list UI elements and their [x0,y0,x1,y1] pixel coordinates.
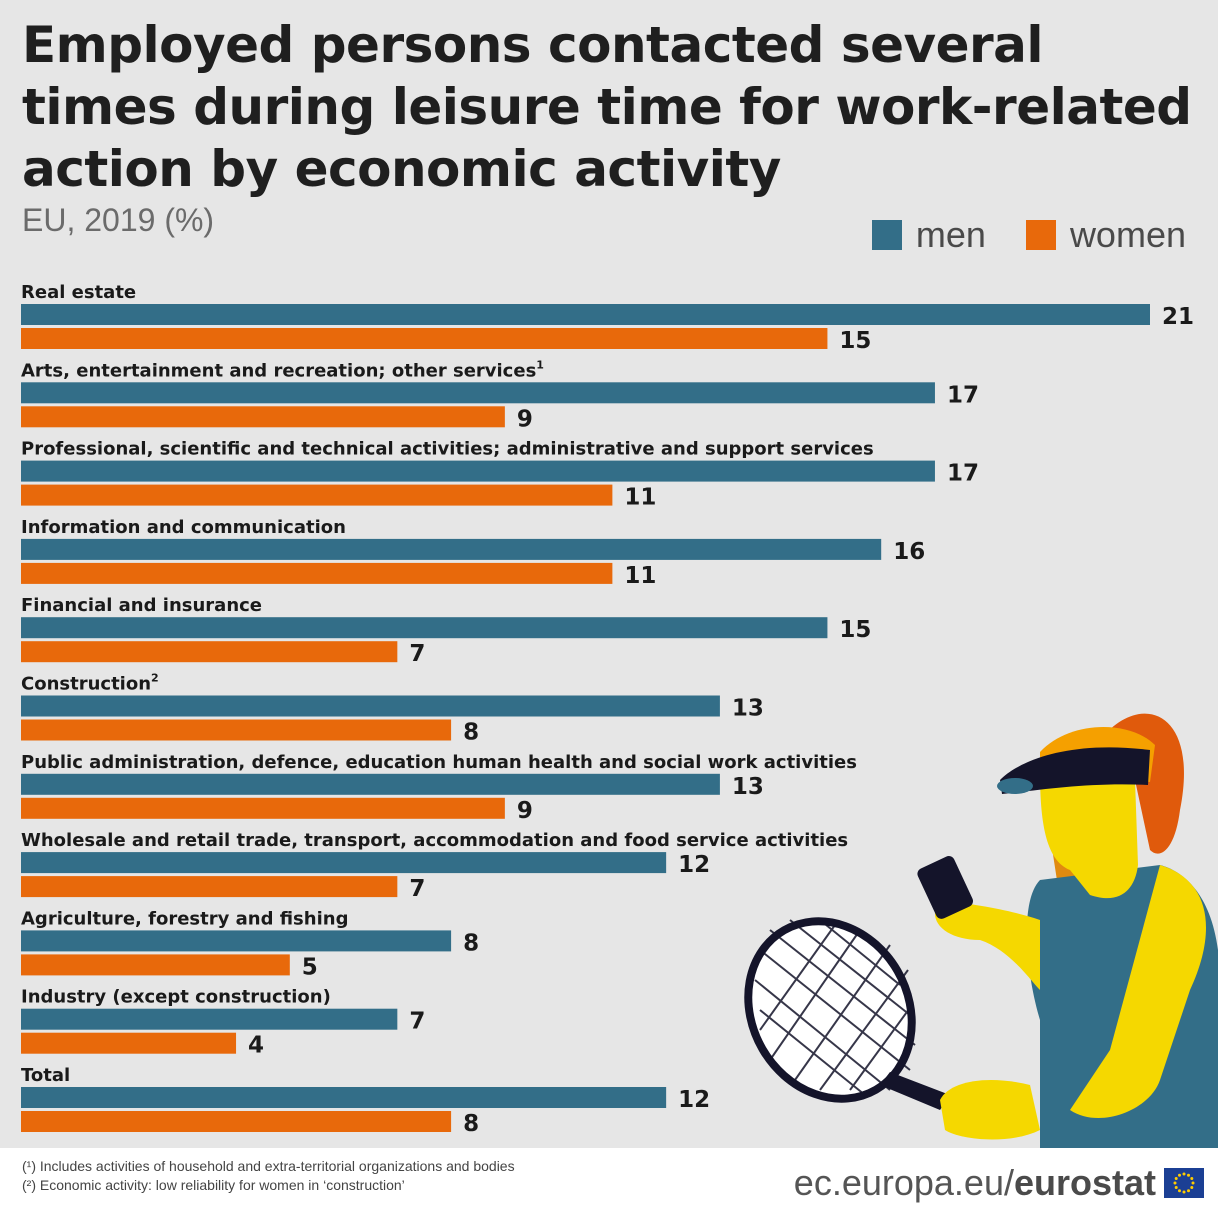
value-label-men: 16 [893,539,925,565]
value-label-women: 8 [463,1111,479,1137]
visor-shape [1000,747,1150,794]
bar-men [21,304,1150,325]
footnote-marker: 2 [151,672,159,685]
category-group: Wholesale and retail trade, transport, a… [21,830,848,902]
source-brand: eurostat [1013,1162,1156,1203]
bar-women [21,562,613,584]
bar-women [21,1032,237,1054]
bar-women [21,954,290,976]
phone-shape [917,856,973,919]
value-label-men: 17 [947,461,979,487]
racket-strings [754,919,916,1096]
face-shape [1040,770,1138,899]
value-label-men: 21 [1162,304,1194,330]
chart-subtitle: EU, 2019 (%) [22,202,215,238]
bar-women [21,406,505,428]
category-group: Financial and insurance 15 7 [21,595,871,667]
value-label-women: 4 [248,1033,264,1059]
category-label: Wholesale and retail trade, transport, a… [21,830,848,851]
value-label-women: 7 [409,641,425,667]
bar-men [21,773,720,795]
value-label-women: 11 [624,563,656,589]
bar-women [21,328,828,349]
category-label: Industry (except construction) [21,987,331,1008]
value-label-men: 15 [839,617,871,643]
value-label-men: 13 [732,696,764,722]
legend: men women [848,214,1186,256]
source-domain: ec.europa.eu/ [793,1162,1014,1203]
category-group: Arts, entertainment and recreation; othe… [21,358,979,432]
value-label-women: 5 [302,954,318,980]
value-label-women: 8 [463,720,479,746]
value-label-women: 15 [839,328,871,354]
value-label-men: 12 [678,1087,710,1113]
bar-women [21,876,398,898]
bar-men [21,1087,667,1108]
legend-item-men: men [871,214,986,256]
value-label-women: 7 [409,876,425,902]
bar-men [21,695,720,717]
legend-swatch-men [871,220,902,250]
value-label-men: 7 [409,1009,425,1035]
footnote-1: (¹) Includes activities of household and… [22,1158,515,1174]
source-link[interactable]: ec.europa.eu/eurostat [794,1162,1156,1204]
tennis-player-illustration [744,713,1218,1148]
value-label-women: 11 [624,485,656,511]
bar-men [21,1008,398,1030]
bar-women [21,641,398,663]
chart-title: Employed persons contacted several times… [22,16,1192,198]
bar-women [21,1111,452,1132]
category-group: Agriculture, forestry and fishing 8 5 [21,908,479,980]
category-label: Financial and insurance [21,595,262,616]
bar-men [21,538,882,560]
category-label: Real estate [21,282,136,303]
category-label: Professional, scientific and technical a… [21,439,874,460]
bar-women [21,719,452,741]
category-group: Industry (except construction) 7 4 [21,987,425,1059]
category-label: Agriculture, forestry and fishing [21,908,348,929]
legend-label-men: men [915,214,986,255]
bar-women [21,484,613,506]
footnote-2: (²) Economic activity: low reliability f… [22,1177,405,1193]
value-label-men: 13 [732,774,764,800]
arm-shape [1070,865,1206,1119]
bar-men [21,460,935,482]
category-group: Real estate 21 15 [21,282,1194,354]
bar-men [21,852,667,874]
eu-flag-icon [1164,1168,1204,1198]
phone-arm-shape [934,900,1040,990]
legend-item-women: women [1025,214,1186,256]
value-label-women: 9 [517,406,533,432]
category-group: Professional, scientific and technical a… [21,439,979,511]
value-label-men: 12 [678,852,710,878]
eu-flag-stars [1173,1172,1195,1194]
value-label-men: 8 [463,930,479,956]
category-label: Construction2 [21,672,159,695]
bar-men [21,930,452,952]
category-label: Information and communication [21,517,346,538]
value-label-men: 17 [947,382,979,408]
category-group: Public administration, defence, educatio… [21,752,857,824]
visor-brim [997,778,1033,794]
racket-handle [880,1072,950,1110]
bar-men [21,382,935,404]
category-group: Construction2 13 8 [21,672,764,746]
category-label: Total [21,1065,70,1086]
legend-swatch-women [1025,220,1056,250]
category-group: Information and communication 16 11 [21,517,925,589]
value-label-women: 9 [517,798,533,824]
footnote-marker: 1 [536,358,544,371]
category-group: Total 12 8 [21,1065,710,1137]
hand-shape [940,1080,1040,1140]
bar-men [21,617,828,639]
bar-women [21,797,505,819]
racket-head [744,917,916,1103]
legend-label-women: women [1069,214,1186,255]
category-label: Arts, entertainment and recreation; othe… [21,358,544,381]
category-label: Public administration, defence, educatio… [21,752,857,773]
footer-band [0,1148,1218,1214]
